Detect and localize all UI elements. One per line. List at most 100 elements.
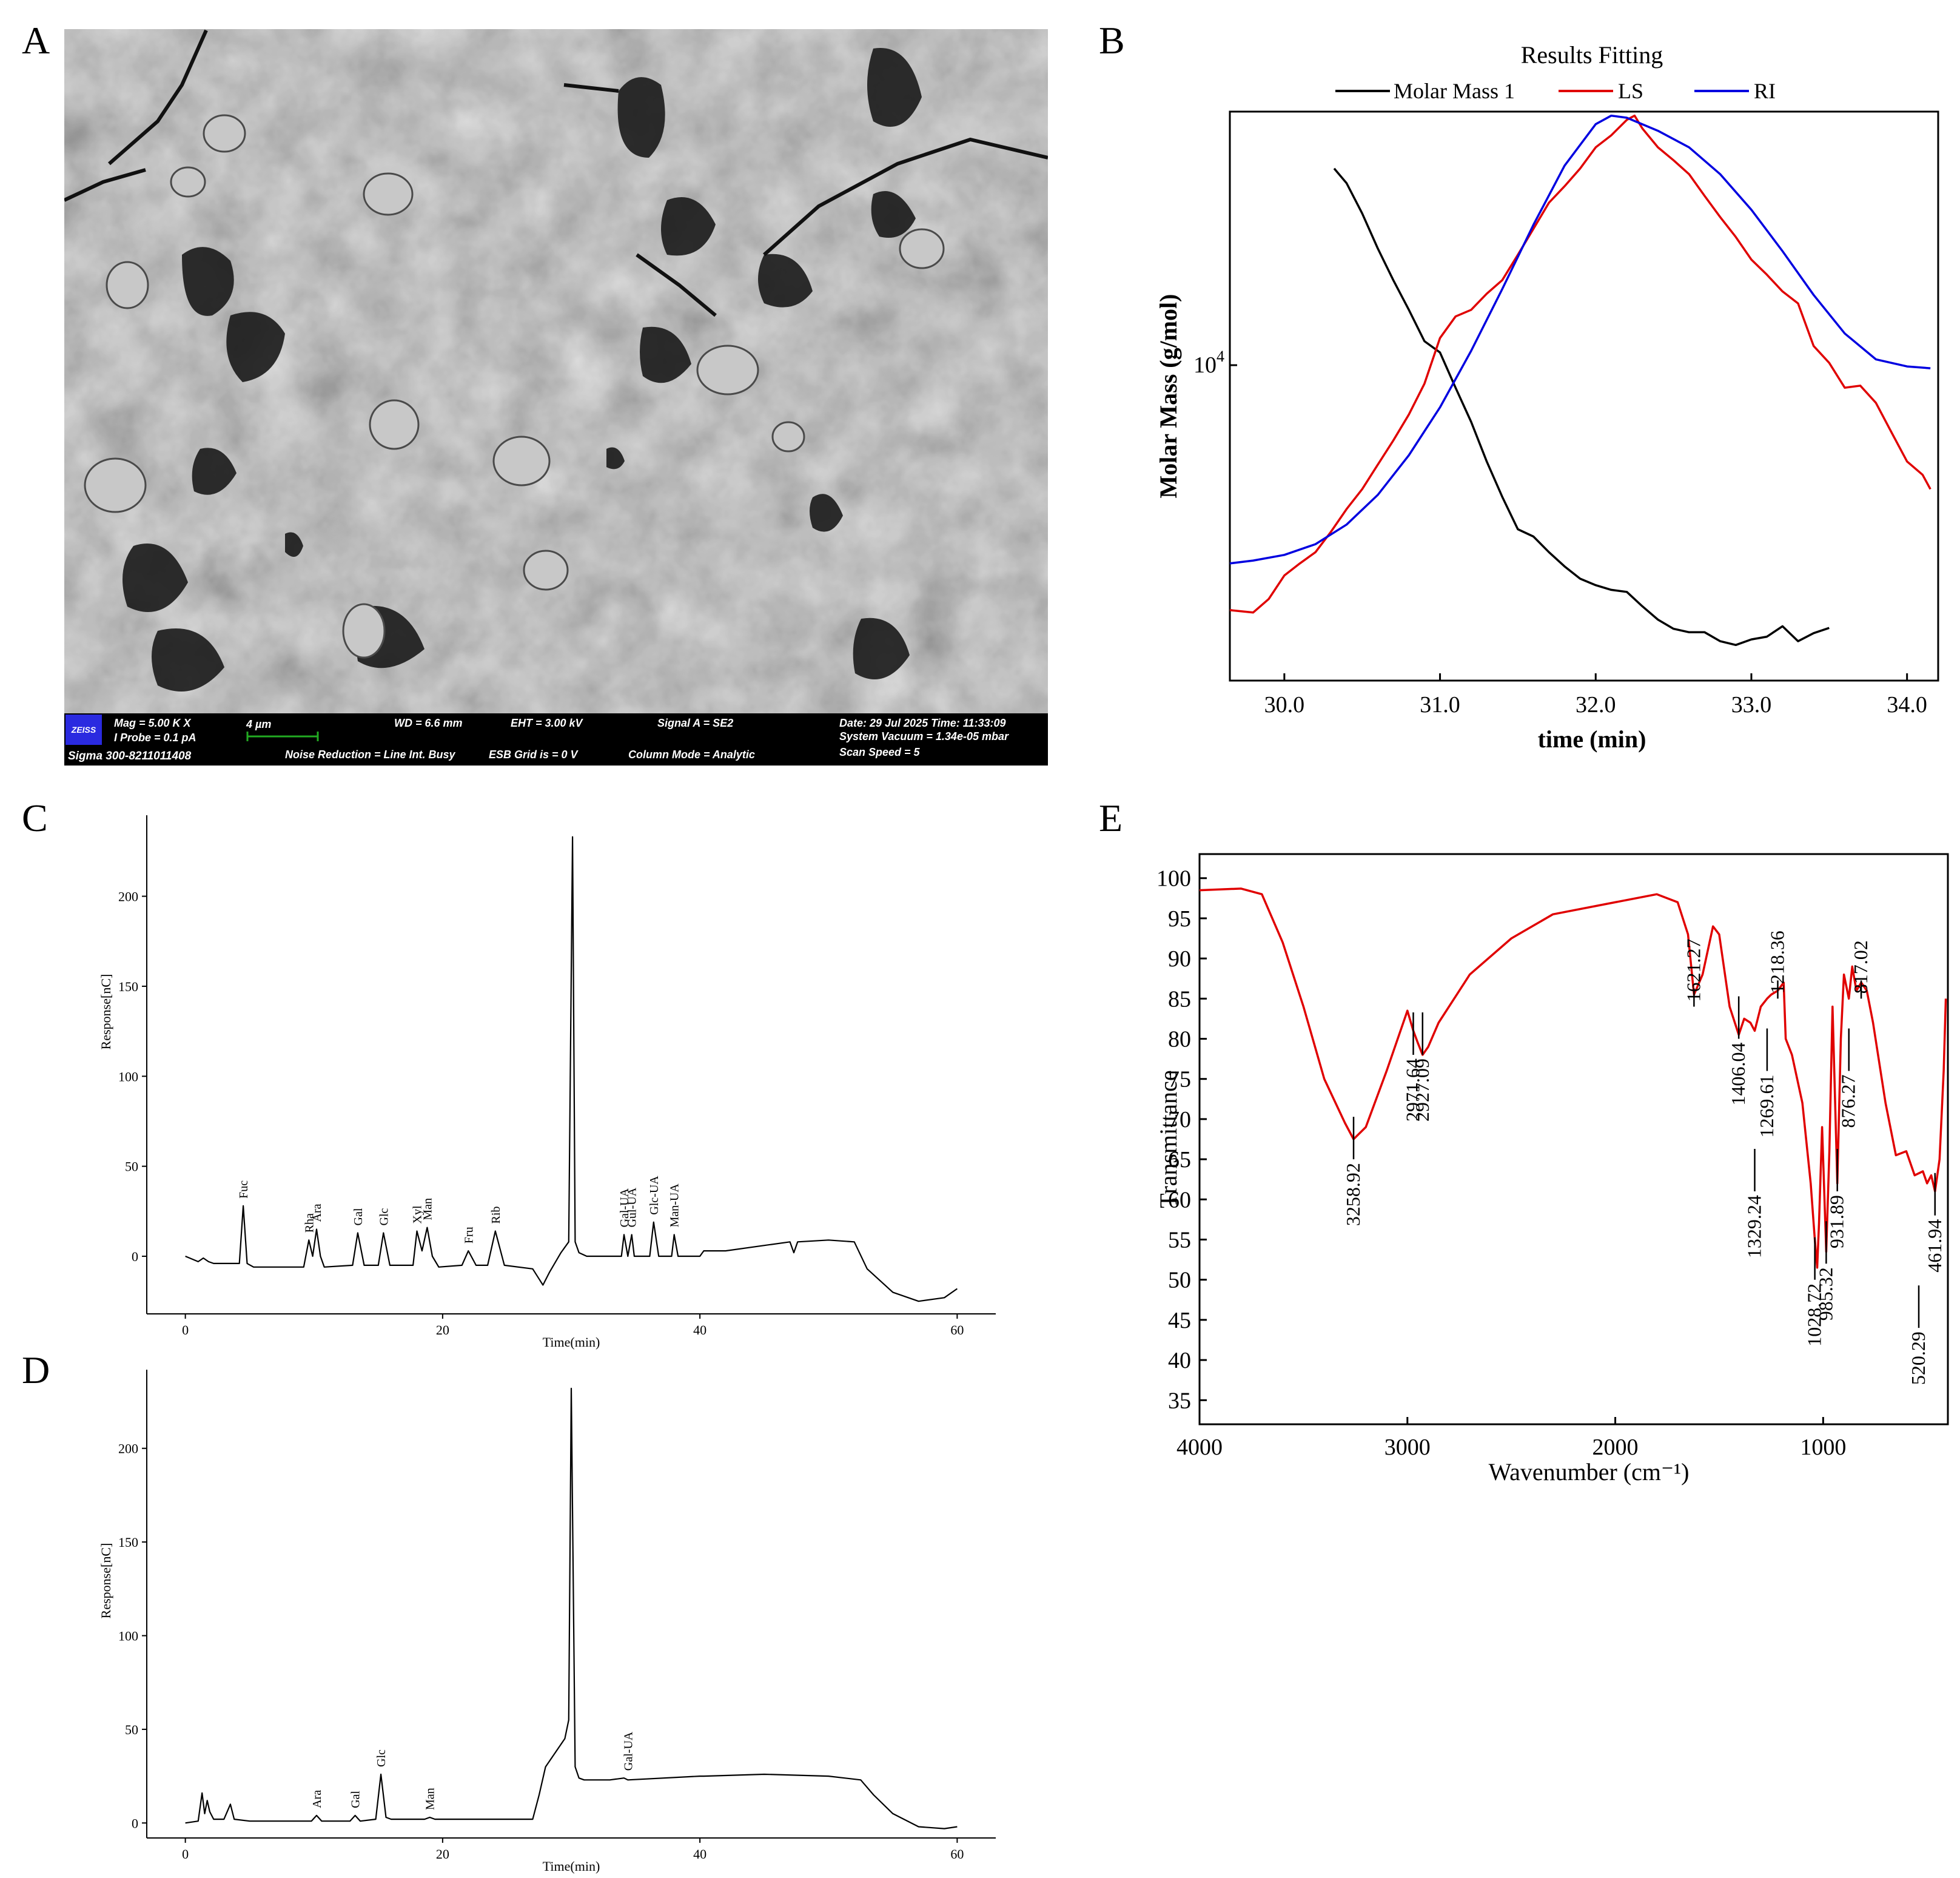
sem-signal: Signal A = SE2 [657,717,733,729]
y-tick-label: 150 [118,1535,138,1550]
sem-scale-label: 4 µm [246,718,271,730]
peak-label: 461.94 [1924,1219,1945,1273]
chart-d-ylabel: Response[nC] [98,1543,113,1619]
chart-b-series [1229,114,1931,647]
sem-esb: ESB Grid is = 0 V [489,749,579,761]
series-line-ls [1229,114,1931,614]
x-tick-label: 32.0 [1576,692,1616,718]
x-tick-label: 20 [436,1322,449,1338]
zeiss-logo [65,715,102,745]
chart-c-series [185,836,958,1302]
peak-label: 2971.64 [1402,1058,1424,1122]
legend-label-ri: RI [1754,79,1776,103]
peak-label: Man-UA [668,1183,682,1228]
chart-c-axes: 0 50 100 150 200 0 20 40 60 [118,815,996,1338]
x-tick-label: 60 [950,1322,964,1338]
chart-e-axes: 35 40 45 50 55 60 65 70 75 80 85 90 95 100 4000 3000 200… [1156,866,1846,1460]
peak-label: 817.02 [1850,940,1871,994]
peak-label: Ara [310,1790,324,1808]
sem-column: Column Mode = Analytic [628,749,755,761]
chart-chromatogram-d: 0 50 100 150 200 0 20 40 60 Ara Gal Glc Man Gal-UA T… [98,1370,996,1874]
y-tick-label: 50 [125,1722,138,1737]
peak-label: Gal [352,1208,365,1225]
panel-letter-b: B [1099,19,1125,62]
legend-label-ls: LS [1618,79,1643,103]
peak-label: 520.29 [1907,1331,1929,1385]
sem-cracks [64,29,1048,317]
chart-d-peak-labels: Ara Gal Glc Man Gal-UA [310,1731,635,1810]
peak-label: Man [421,1198,434,1220]
chart-b-ylabel: Molar Mass (g/mol) [1155,294,1182,499]
x-tick-label: 33.0 [1731,692,1772,718]
chart-d-series [185,1387,958,1829]
peak-label: 931.89 [1826,1195,1848,1248]
panel-letter-e: E [1099,796,1123,840]
chart-e-plot-frame [1198,853,1949,1425]
peak-label: Rib [489,1207,503,1224]
chart-b-plot-frame [1229,110,1939,682]
y-tick-label: 0 [132,1249,138,1264]
panel-letter-d: D [22,1348,50,1392]
x-tick-label: 40 [693,1846,706,1862]
sem-noise: Noise Reduction = Line Int. Busy [285,749,456,761]
legend-label-molar-mass: Molar Mass 1 [1394,79,1515,103]
x-tick-label: 3000 [1384,1435,1431,1460]
chart-b-y-axis: 104 [1193,348,1237,378]
y-tick-label: 100 [118,1069,138,1084]
y-tick-label: 150 [118,979,138,994]
y-tick-label: 90 [1168,946,1191,972]
series-line-ri [1229,114,1931,565]
chart-c-ylabel: Response[nC] [98,974,113,1050]
x-tick-label: 2000 [1592,1435,1639,1460]
sem-date: Date: 29 Jul 2025 Time: 11:33:09 [839,717,1005,729]
sem-probe: I Probe = 0.1 pA [114,732,196,744]
peak-label: 3258.92 [1342,1163,1364,1226]
y-tick-label: 85 [1168,986,1191,1012]
y-tick-label: 60 [1168,1187,1191,1213]
y-tick-label: 45 [1168,1308,1191,1333]
chart-c-xlabel: Time(min) [543,1334,600,1350]
peak-label: Glc [375,1749,388,1767]
peak-label: Man [424,1788,437,1810]
peak-label: Xyl [411,1205,425,1223]
y-tick-label: 0 [132,1816,138,1831]
x-tick-label: 0 [182,1322,189,1338]
x-tick-label: 20 [436,1846,449,1862]
chart-b-x-axis: 30.0 31.0 32.0 33.0 34.0 [1264,673,1927,718]
sem-scan: Scan Speed = 5 [839,746,921,758]
chart-d-axes: 0 50 100 150 200 0 20 40 60 [118,1370,996,1862]
chart-d-xlabel: Time(min) [543,1859,600,1874]
y-tick-label: 100 [118,1628,138,1643]
y-tick-label: 50 [125,1159,138,1174]
y-tick-label: 80 [1168,1027,1191,1052]
sem-vacuum: System Vacuum = 1.34e-05 mbar [839,730,1009,742]
sem-info-bar [64,713,1048,766]
x-tick-label: 31.0 [1420,692,1460,718]
y-tick-label: 200 [118,889,138,904]
chart-b-legend: Molar Mass 1 LS RI [1335,79,1776,103]
y-tick-label: 40 [1168,1348,1191,1373]
chart-d-trace [185,1387,958,1829]
peak-label: Gal-UA [618,1188,631,1227]
x-tick-label: 60 [950,1846,964,1862]
peak-label: 1269.61 [1756,1075,1777,1138]
sem-mag: Mag = 5.00 K X [114,717,192,729]
sem-instrument: Sigma 300-8211011408 [68,750,192,762]
peak-label: 2927.09 [1411,1058,1433,1122]
series-line-molar-mass-1 [1333,167,1830,647]
chart-ftir: 35 40 45 50 55 60 65 70 75 80 85 90 95 100 4000 3000 200… [1155,853,1949,1486]
y-tick-label: 35 [1168,1388,1191,1413]
sem-eht: EHT = 3.00 kV [511,717,584,729]
y-tick-label: 70 [1168,1107,1191,1133]
peak-label: Gul-UA [626,1187,639,1227]
peak-label: 1621.27 [1682,939,1704,1002]
peak-label: Glc [377,1208,391,1226]
panel-letter-c: C [22,796,48,840]
chart-b-xlabel: time (min) [1538,725,1646,753]
chart-e-xlabel: Wavenumber (cm⁻¹) [1489,1458,1690,1486]
zeiss-logo-text: ZEISS [71,725,96,735]
chart-b-title: Results Fitting [1521,41,1663,69]
chart-e-ylabel: Transmittance [1155,1070,1182,1208]
y-tick-label-1e4: 104 [1193,348,1224,378]
